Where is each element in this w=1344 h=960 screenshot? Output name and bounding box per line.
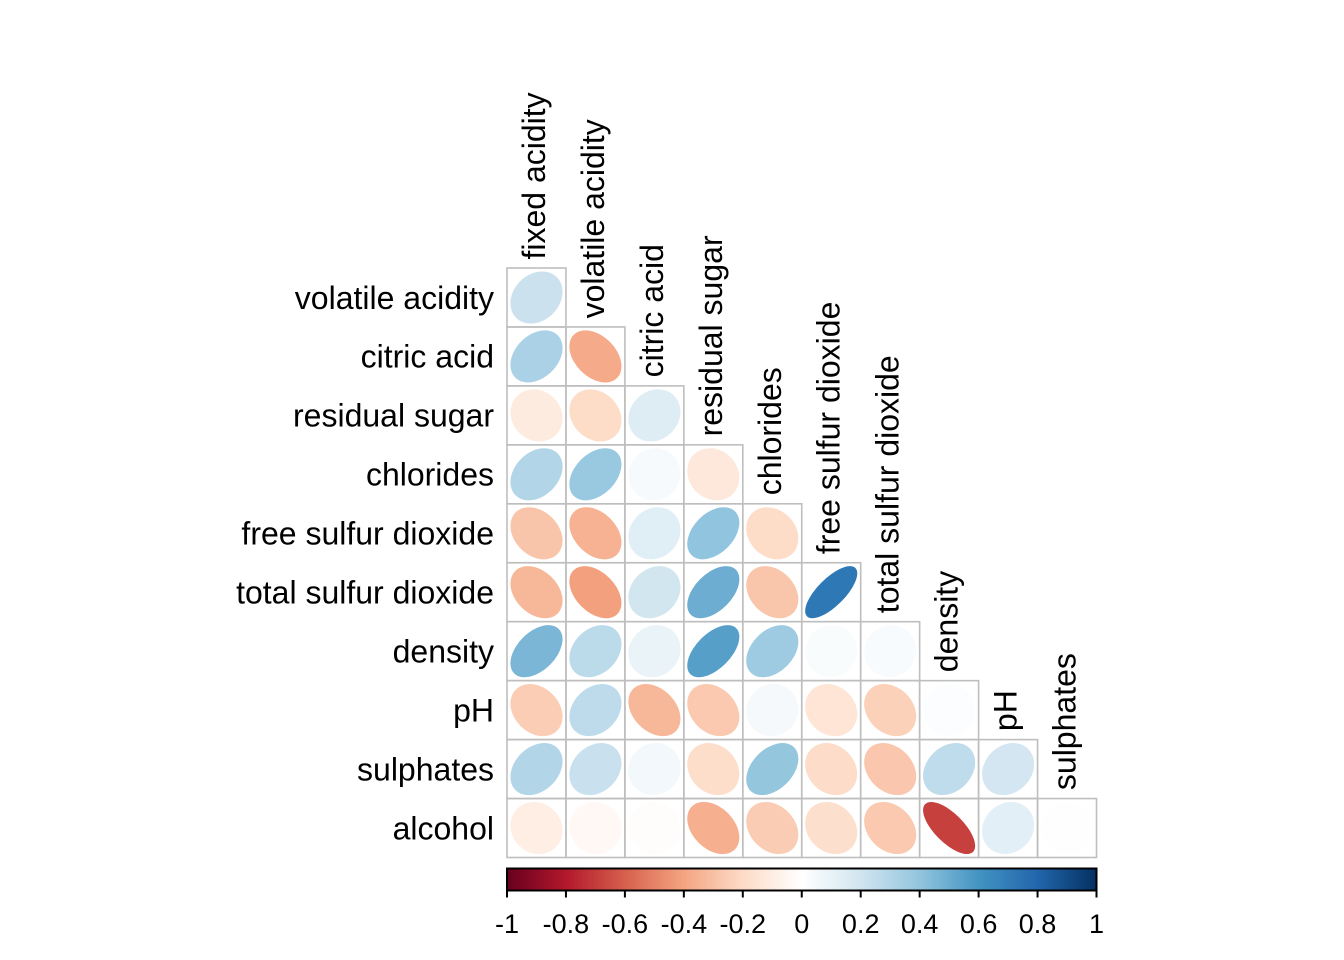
svg-text:0.4: 0.4 xyxy=(901,909,939,939)
svg-text:alcohol: alcohol xyxy=(393,810,494,846)
svg-text:1: 1 xyxy=(1089,909,1104,939)
svg-text:chlorides: chlorides xyxy=(752,367,788,495)
svg-text:volatile acidity: volatile acidity xyxy=(575,119,611,318)
svg-text:pH: pH xyxy=(453,692,494,728)
svg-text:total sulfur dioxide: total sulfur dioxide xyxy=(236,575,494,611)
svg-text:free sulfur dioxide: free sulfur dioxide xyxy=(811,302,847,555)
svg-text:-0.2: -0.2 xyxy=(720,909,767,939)
svg-text:-0.4: -0.4 xyxy=(661,909,708,939)
svg-text:density: density xyxy=(393,634,494,670)
svg-text:residual sugar: residual sugar xyxy=(693,235,729,436)
svg-text:0.2: 0.2 xyxy=(842,909,880,939)
svg-text:0: 0 xyxy=(794,909,809,939)
svg-text:chlorides: chlorides xyxy=(366,457,494,493)
svg-text:-0.6: -0.6 xyxy=(602,909,649,939)
svg-text:0.6: 0.6 xyxy=(960,909,998,939)
svg-text:-0.8: -0.8 xyxy=(543,909,590,939)
svg-text:total sulfur dioxide: total sulfur dioxide xyxy=(870,355,906,613)
svg-text:pH: pH xyxy=(988,690,1024,731)
svg-text:sulphates: sulphates xyxy=(1047,653,1083,790)
svg-text:volatile acidity: volatile acidity xyxy=(295,280,494,316)
svg-text:sulphates: sulphates xyxy=(357,751,494,787)
svg-text:free sulfur dioxide: free sulfur dioxide xyxy=(241,516,494,552)
svg-text:residual sugar: residual sugar xyxy=(293,398,494,434)
svg-text:citric acid: citric acid xyxy=(361,339,494,375)
svg-text:0.8: 0.8 xyxy=(1019,909,1057,939)
svg-text:density: density xyxy=(929,571,965,672)
svg-text:citric acid: citric acid xyxy=(634,244,670,377)
svg-text:fixed acidity: fixed acidity xyxy=(516,92,552,259)
svg-text:-1: -1 xyxy=(495,909,519,939)
